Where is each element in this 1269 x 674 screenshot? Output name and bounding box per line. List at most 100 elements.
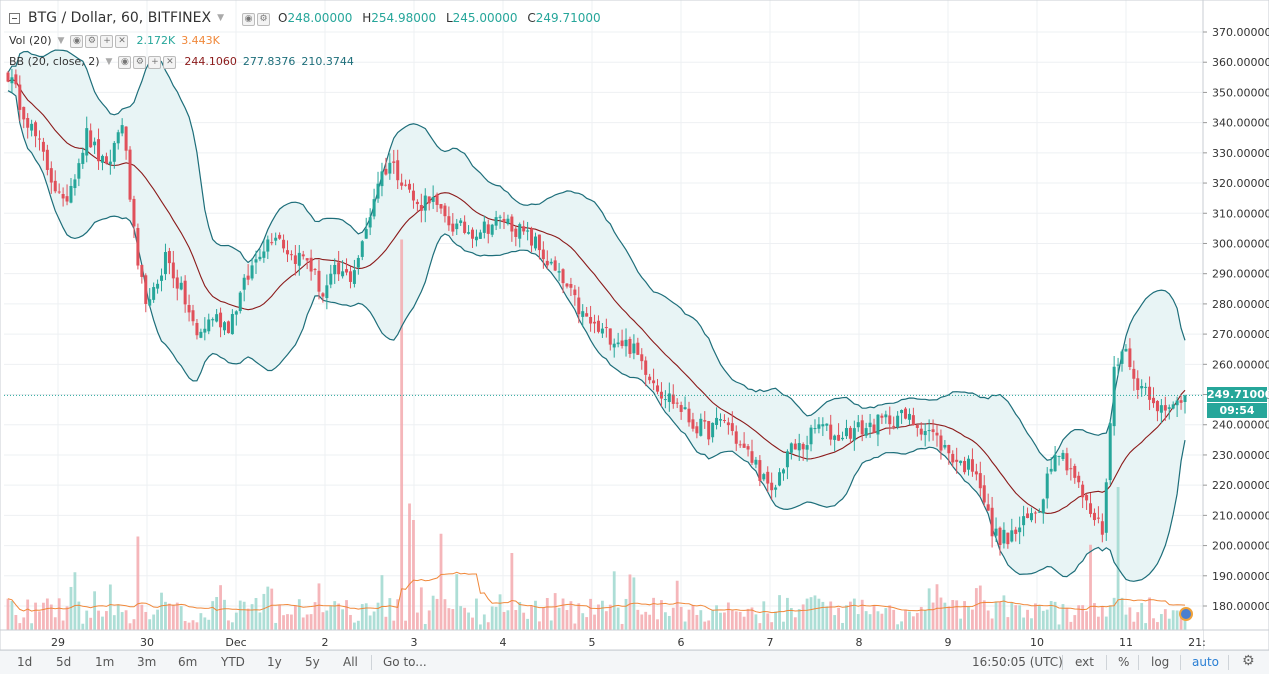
volume-bar (896, 624, 900, 630)
volume-bar (1156, 622, 1159, 630)
collapse-legend-icon[interactable] (9, 13, 20, 24)
candle-body (1037, 511, 1041, 513)
volume-bar (144, 611, 148, 630)
range-1y-button[interactable]: 1y (267, 655, 282, 669)
volume-bar (923, 609, 927, 630)
range-6m-button[interactable]: 6m (178, 655, 198, 669)
plus-icon[interactable]: + (100, 35, 114, 48)
volume-bar (522, 612, 526, 630)
candle-body (1175, 400, 1179, 406)
volume-bar (766, 613, 770, 630)
volume-bar (34, 602, 37, 630)
volume-bar (589, 598, 592, 630)
clock-readout[interactable]: 16:50:05 (UTC) (972, 655, 1063, 669)
volume-bar (380, 575, 384, 630)
eye-icon[interactable]: ◉ (70, 35, 84, 48)
candle-body (1167, 407, 1171, 409)
last-price-tag: 249.71000 (1207, 387, 1269, 403)
volume-bar (459, 606, 463, 630)
plus-icon[interactable]: + (148, 56, 162, 69)
settings-icon[interactable]: ⚙ (133, 56, 147, 69)
volume-bar (152, 614, 156, 630)
volume-bar (876, 611, 880, 630)
eye-icon[interactable]: ◉ (242, 13, 255, 26)
price-tick-label: 240.00000 (1212, 419, 1269, 432)
candle-body (1179, 400, 1183, 403)
time-tick-label: 7 (767, 636, 774, 649)
candle-body (1152, 397, 1156, 404)
chevron-down-icon[interactable]: ▼ (57, 35, 65, 46)
goto-button[interactable]: Go to... (383, 655, 427, 669)
candle-body (1148, 386, 1152, 400)
candle-body (624, 339, 628, 347)
volume-bar (313, 602, 317, 630)
candle-body (309, 257, 313, 272)
settings-icon[interactable]: ⚙ (85, 35, 99, 48)
volume-bar (1018, 605, 1022, 630)
candle-body (1120, 351, 1124, 364)
candle-body (644, 360, 648, 375)
volume-bar (22, 617, 26, 630)
range-5d-button[interactable]: 5d (56, 655, 72, 669)
range-5y-button[interactable]: 5y (305, 655, 320, 669)
chevron-down-icon[interactable]: ▼ (217, 13, 224, 23)
range-3m-button[interactable]: 3m (137, 655, 157, 669)
candle-body (337, 262, 341, 275)
volume-bar (514, 610, 518, 630)
chevron-down-icon[interactable]: ▼ (105, 56, 113, 67)
volume-bar (250, 604, 254, 630)
gear-icon[interactable]: ⚙ (1242, 653, 1255, 669)
volume-bar (663, 612, 667, 630)
candle-body (345, 269, 349, 273)
candle-body (856, 422, 860, 428)
volume-bar (900, 621, 903, 630)
volume-bar (978, 585, 982, 630)
percent-toggle[interactable]: % (1118, 655, 1130, 669)
candle-body (994, 528, 998, 536)
range-all-button[interactable]: All (343, 655, 358, 669)
candle-body (1018, 527, 1022, 533)
settings-icon[interactable]: ⚙ (257, 13, 270, 26)
volume-bar (179, 606, 183, 630)
bottom-toolbar: 1d 5d 1m 3m 6m YTD 1y 5y All Go to... 16… (0, 650, 1269, 674)
volume-bar (427, 610, 431, 630)
volume-bar (577, 603, 581, 630)
volume-bar (915, 612, 919, 630)
volume-bar (545, 598, 549, 630)
candle-body (1140, 386, 1144, 389)
candle-body (333, 264, 337, 275)
candle-body (364, 229, 368, 239)
volume-bar (1104, 616, 1108, 630)
close-icon[interactable]: ✕ (163, 56, 177, 69)
volume-bar (349, 614, 352, 630)
candle-body (931, 429, 935, 433)
event-flag-icon (1179, 607, 1193, 621)
price-chart[interactable]: 370.00000 360.00000 350.00000 340.00000 330.… (0, 0, 1269, 650)
candle-body (955, 459, 959, 462)
log-toggle[interactable]: log (1151, 655, 1170, 669)
volume-bar (758, 623, 762, 630)
volume-bar (183, 621, 187, 630)
price-axis-bg (1203, 0, 1269, 650)
close-icon[interactable]: ✕ (115, 35, 129, 48)
candle-body (419, 205, 423, 211)
volume-bar (711, 609, 715, 630)
candle-body (37, 138, 41, 140)
volume-bar (443, 599, 447, 630)
range-1d-button[interactable]: 1d (17, 655, 33, 669)
eye-icon[interactable]: ◉ (118, 56, 132, 69)
candle-body (510, 216, 514, 232)
volume-bar (293, 605, 297, 630)
candle-body (742, 443, 746, 448)
candle-body (608, 328, 612, 345)
ext-toggle[interactable]: ext (1075, 655, 1094, 669)
bb-basis-value: 244.1060 (184, 55, 237, 68)
candle-body (715, 417, 719, 426)
volume-bar (786, 597, 789, 630)
range-ytd-button[interactable]: YTD (221, 655, 245, 669)
price-tick-label: 200.00000 (1212, 540, 1269, 553)
volume-bar (388, 598, 392, 630)
volume-bar (695, 614, 699, 630)
range-1m-button[interactable]: 1m (95, 655, 115, 669)
auto-toggle[interactable]: auto (1192, 655, 1220, 669)
